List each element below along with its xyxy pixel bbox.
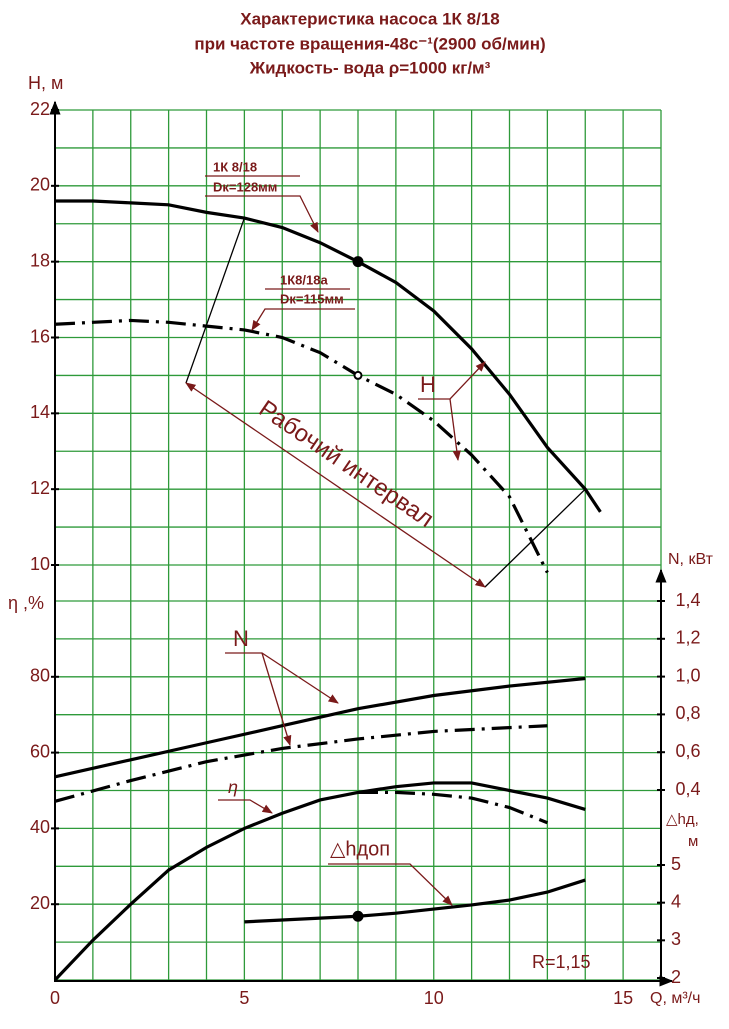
y-tick-label: 0,4 <box>675 779 700 799</box>
arrow <box>251 308 355 331</box>
y-tick-label: 1,0 <box>675 665 700 685</box>
arrow <box>225 652 339 704</box>
x-tick-label: 0 <box>50 988 60 1008</box>
y-tick-label: 80 <box>30 666 50 686</box>
interval-arrow <box>185 382 486 588</box>
y-tick-label: 60 <box>30 741 50 761</box>
y-tick-label: 0,8 <box>675 703 700 723</box>
curve <box>358 790 548 825</box>
y-tick-label: 1,2 <box>675 628 700 648</box>
y-tick-label: 22 <box>30 99 50 119</box>
title: Характеристика насоса 1К 8/18 <box>240 9 500 28</box>
x-tick-label: 5 <box>239 988 249 1008</box>
x-tick-label: 15 <box>613 988 633 1008</box>
y-tick-label: 0,6 <box>675 741 700 761</box>
annotation: N <box>233 626 249 651</box>
y-tick-label: 2 <box>671 967 681 987</box>
annotation: 1К 8/18 <box>213 159 257 174</box>
y-tick-label: 40 <box>30 817 50 837</box>
curve <box>53 781 586 982</box>
x-tick-label: 10 <box>424 988 444 1008</box>
curve <box>55 199 602 513</box>
y-tick-label: 1,4 <box>675 590 700 610</box>
y-tick-label: 5 <box>671 854 681 874</box>
point-marker <box>352 910 364 922</box>
annotation: 1К8/18а <box>280 272 328 287</box>
annotation: R=1,15 <box>532 952 591 972</box>
arrow <box>328 863 453 906</box>
y-axis-label: N, кВт <box>668 551 714 568</box>
y-tick-label: 14 <box>30 402 50 422</box>
x-axis-label: Q, м³/ч <box>650 990 700 1007</box>
point-marker <box>352 256 364 268</box>
interval-bound <box>185 217 245 384</box>
point-marker <box>353 370 363 380</box>
arrow <box>218 799 273 814</box>
arrow <box>205 195 319 233</box>
y-axis-label: м <box>688 833 698 850</box>
annotation: Dк=115мм <box>280 291 344 306</box>
annotation: △hдоп <box>330 838 390 860</box>
interval-bound <box>484 488 586 588</box>
y-axis-label: H, м <box>28 73 63 93</box>
y-tick-label: 4 <box>671 891 681 911</box>
annotation: Dк=128мм <box>213 179 277 194</box>
y-tick-label: 12 <box>30 478 50 498</box>
y-tick-label: 18 <box>30 250 50 270</box>
y-tick-label: 20 <box>30 175 50 195</box>
annotation: H <box>420 372 436 397</box>
y-tick-label: 20 <box>30 893 50 913</box>
title: при частоте вращения-48с⁻¹(2900 об/мин) <box>194 34 545 53</box>
title: Жидкость- вода ρ=1000 кг/м³ <box>249 58 491 77</box>
curve <box>244 878 586 924</box>
y-axis-label: η ,% <box>8 593 44 613</box>
interval-label: Рабочий интервал <box>254 395 439 533</box>
annotation: η <box>228 777 238 797</box>
y-tick-label: 10 <box>30 554 50 574</box>
y-axis-label: △hд, <box>666 811 699 828</box>
y-tick-label: 16 <box>30 326 50 346</box>
arrow <box>449 398 461 462</box>
y-tick-label: 3 <box>671 929 681 949</box>
arrow <box>261 652 292 746</box>
curve <box>54 676 586 779</box>
curve <box>54 724 548 803</box>
